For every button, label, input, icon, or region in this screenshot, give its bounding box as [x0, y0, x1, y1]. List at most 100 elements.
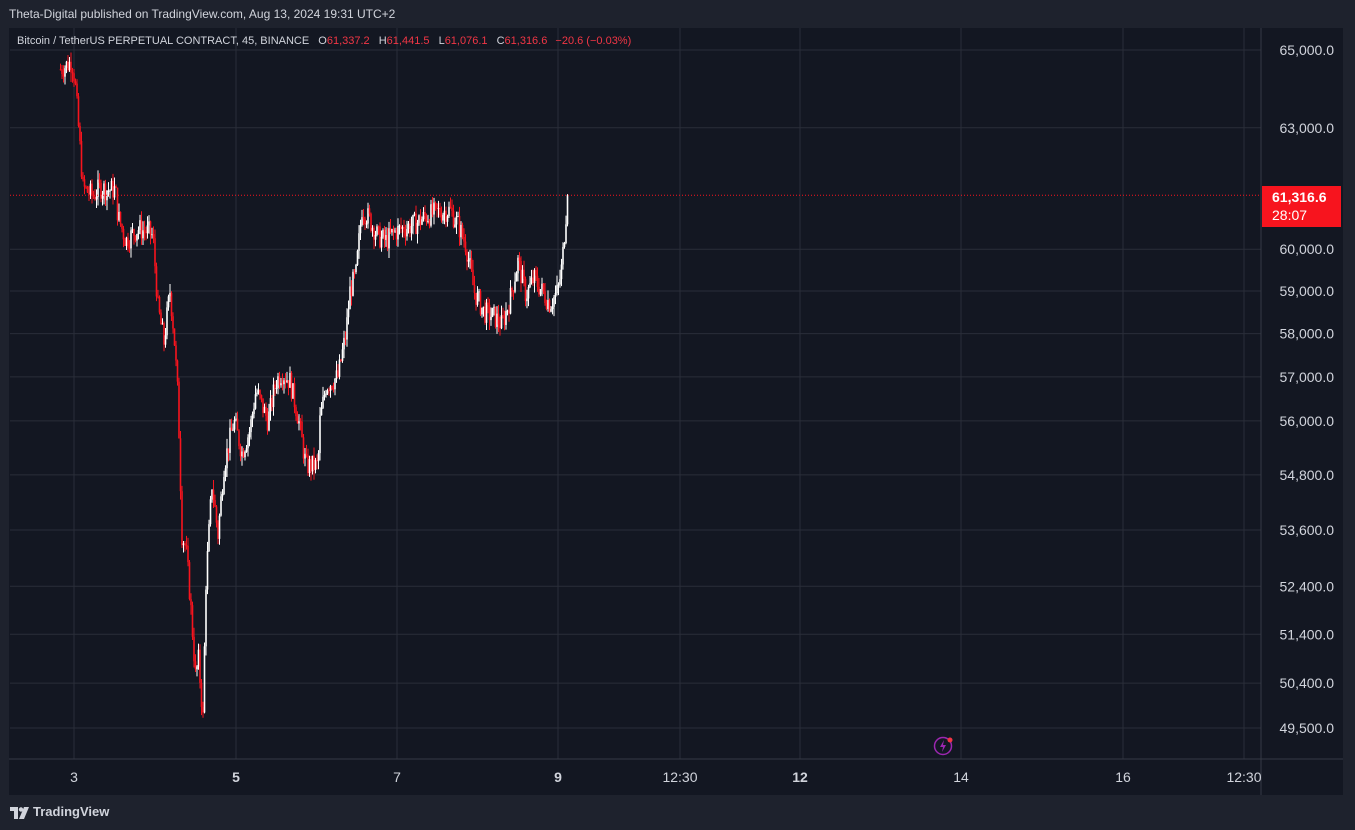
- candle-body: [305, 453, 308, 456]
- candle-body: [197, 649, 200, 667]
- candle-body: [418, 215, 420, 223]
- candle-body: [361, 217, 363, 226]
- candle-body: [331, 385, 333, 389]
- candle-body: [541, 283, 543, 290]
- candle-body: [196, 666, 198, 670]
- candle-body: [293, 383, 296, 408]
- candle-body: [565, 224, 567, 244]
- candle-body: [316, 459, 318, 462]
- candle-body: [416, 222, 419, 234]
- candle-body: [311, 455, 314, 472]
- tradingview-logo-icon[interactable]: [10, 806, 30, 820]
- candle-body: [476, 292, 479, 305]
- time-axis[interactable]: 3 5 7 9 12:30 12 14 16 12:30: [70, 769, 1262, 785]
- candle-body: [350, 286, 353, 296]
- candle-body: [160, 312, 162, 325]
- candle-body: [122, 228, 125, 240]
- candle-body: [239, 446, 242, 457]
- candle-body: [319, 415, 321, 454]
- candle-body: [115, 186, 117, 188]
- candle-body: [556, 285, 558, 293]
- candle-body: [73, 73, 75, 82]
- candle-body: [62, 73, 65, 77]
- candle-body: [451, 207, 453, 211]
- candle-body: [205, 589, 207, 647]
- candle-body: [274, 384, 276, 389]
- candle-body: [181, 491, 183, 546]
- candle-body: [442, 214, 444, 221]
- candle-body: [98, 179, 101, 183]
- candle-body: [211, 489, 213, 500]
- candle-body: [367, 208, 369, 224]
- price-axis[interactable]: 65,000.0 63,000.0 60,000.0 59,000.0 58,000.0…: [1280, 42, 1335, 736]
- candle-body: [488, 304, 491, 321]
- candle-body: [278, 376, 281, 386]
- lightning-bolt-icon[interactable]: [933, 735, 955, 757]
- candle-body: [100, 182, 102, 199]
- candle-body: [217, 522, 219, 539]
- candle-body: [440, 215, 443, 221]
- candle-body: [379, 226, 381, 248]
- candle-body: [391, 229, 393, 233]
- candle-body: [206, 551, 209, 590]
- candle-body: [494, 306, 497, 327]
- candle-body: [287, 380, 290, 388]
- candle-body: [253, 408, 255, 414]
- candle-body: [368, 208, 371, 214]
- candle-body: [119, 211, 122, 225]
- candle-body: [320, 407, 323, 416]
- candle-body: [67, 61, 69, 71]
- candle-body: [290, 372, 293, 399]
- candle-body: [454, 224, 456, 227]
- candle-body: [88, 192, 90, 195]
- footer-bar: [0, 796, 1355, 830]
- candle-body: [512, 290, 515, 292]
- candle-body: [407, 223, 410, 230]
- candle-body: [383, 229, 386, 240]
- candle-body: [169, 292, 171, 297]
- candle-body: [415, 213, 417, 234]
- candle-body: [199, 649, 201, 683]
- candle-body: [185, 545, 188, 547]
- candle-body: [392, 229, 395, 232]
- candle-body: [340, 359, 342, 361]
- candle-body: [389, 228, 392, 233]
- candle-body: [500, 315, 503, 329]
- candle-body: [425, 215, 428, 223]
- candle-body: [326, 390, 329, 394]
- candle-body: [431, 204, 434, 215]
- candle-body: [346, 317, 348, 340]
- candle-body: [286, 380, 288, 383]
- candle-body: [470, 258, 473, 270]
- candle-body: [550, 309, 552, 312]
- candle-body: [218, 515, 221, 539]
- price-tick-label: 56,000.0: [1280, 413, 1335, 429]
- close-value: 61,316.6: [504, 35, 548, 47]
- candle-body: [262, 398, 264, 413]
- candle-body: [481, 307, 483, 315]
- candle-body: [380, 236, 383, 248]
- candle-body: [178, 381, 180, 439]
- price-tick-label: 49,500.0: [1280, 720, 1335, 736]
- candle-body: [523, 269, 525, 279]
- symbol-title: Bitcoin / TetherUS PERPETUAL CONTRACT, 4…: [17, 35, 310, 47]
- candle-body: [359, 225, 362, 234]
- price-tick-label: 51,400.0: [1280, 626, 1335, 642]
- chart-frame[interactable]: [9, 28, 1343, 795]
- candle-body: [329, 385, 332, 391]
- candle-body: [256, 392, 258, 395]
- candle-body: [235, 418, 237, 420]
- candle-body: [530, 277, 533, 284]
- candle-body: [77, 96, 80, 126]
- candle-body: [458, 215, 461, 238]
- candle-body: [173, 328, 176, 346]
- branding-text[interactable]: TradingView: [33, 804, 110, 819]
- candle-body: [251, 413, 254, 420]
- candle-body: [224, 468, 227, 477]
- candle-body: [298, 421, 300, 424]
- candle-body: [394, 230, 396, 232]
- candle-body: [539, 289, 542, 295]
- candle-body: [175, 345, 177, 361]
- candle-body: [83, 179, 86, 187]
